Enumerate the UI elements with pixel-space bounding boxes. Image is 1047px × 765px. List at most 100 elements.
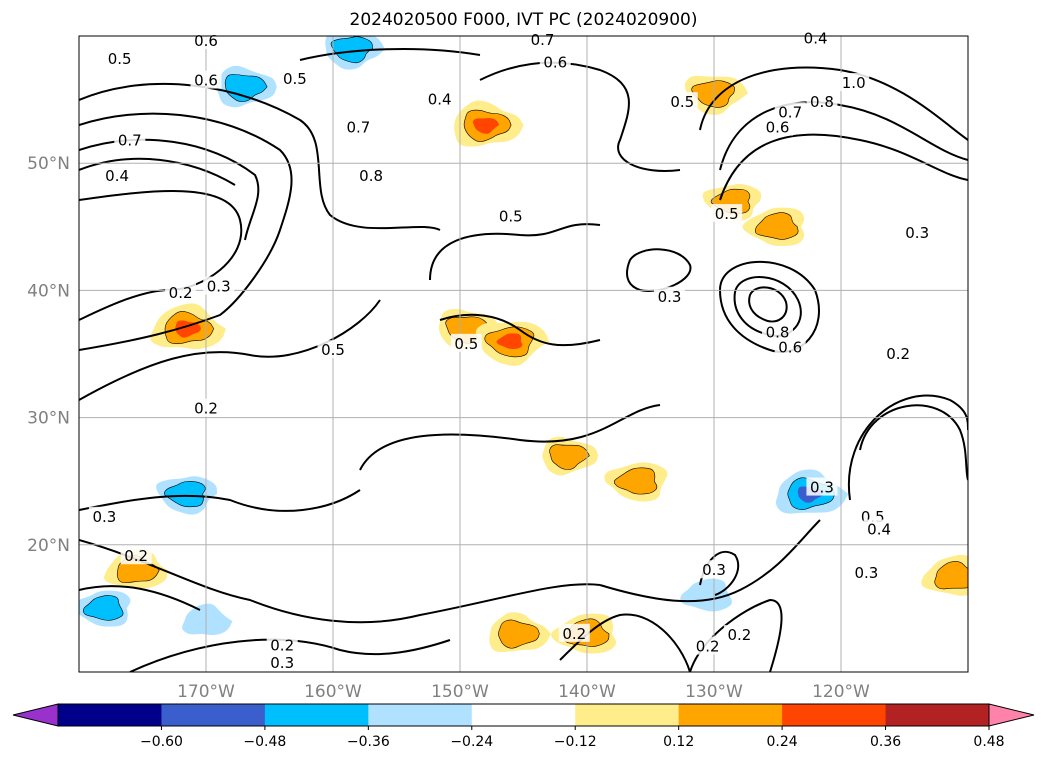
contour-line [79, 112, 293, 351]
contour-line [719, 101, 968, 171]
contour-label-bg [711, 204, 743, 223]
contour-label-bg [692, 636, 724, 655]
contour-label: 0.8 [810, 93, 834, 111]
shaded-feature [216, 65, 277, 108]
contour-label: 0.4 [105, 167, 129, 185]
shaded-feature [742, 207, 805, 247]
shaded-feature [489, 612, 551, 653]
contour-line [79, 82, 441, 231]
shaded-level [613, 467, 658, 495]
contour-label: 0.3 [810, 479, 834, 497]
contour-label: 0.5 [499, 208, 523, 226]
plot-frame [78, 35, 969, 673]
contour-label: 0.2 [169, 284, 193, 302]
contour-line [129, 638, 451, 672]
contour-label: 0.6 [194, 72, 218, 90]
contour-label: 0.6 [543, 54, 567, 72]
x-tick-label: 170°W [177, 682, 235, 702]
x-tick-label: 130°W [685, 682, 743, 702]
contour-label: 0.5 [715, 205, 739, 223]
contour-label: 0.5 [454, 335, 478, 353]
contour-label-bg [495, 206, 527, 225]
x-tick-label: 140°W [558, 682, 616, 702]
contour-label-bg [342, 117, 374, 136]
contour-label-bg [165, 282, 197, 301]
contour-label-bg [317, 340, 349, 359]
contour-label: 0.8 [359, 167, 383, 185]
colorbar-tick-label: −0.12 [554, 734, 597, 750]
contour-label-bg [266, 635, 298, 654]
contour-label-bg [450, 333, 482, 352]
contour-label: 0.7 [346, 119, 370, 137]
shaded-level [549, 444, 590, 470]
contour-line [859, 404, 968, 481]
colorbar-segment [161, 704, 266, 726]
contour-label: 0.4 [804, 30, 828, 48]
contour-line [479, 61, 681, 172]
contour-label-bg [838, 73, 870, 92]
contour-label: 0.7 [778, 103, 802, 121]
contour-line [79, 539, 601, 624]
contour-line [79, 157, 236, 186]
contour-label-bg [882, 344, 914, 362]
shaded-level [680, 578, 733, 612]
contour-label-bg [120, 546, 152, 565]
y-tick-label: 30°N [27, 409, 70, 429]
contour-label: 0.4 [428, 91, 452, 109]
contour-label-bg [101, 165, 133, 184]
contour-label-bg [190, 70, 222, 89]
colorbar-segment [471, 704, 576, 726]
contour-label: 0.3 [702, 561, 726, 579]
contour-label: 1.0 [842, 74, 866, 92]
contour-label-bg [800, 28, 832, 47]
shaded-level [496, 333, 523, 350]
x-tick-label: 150°W [431, 682, 489, 702]
colorbar-segment [368, 704, 473, 726]
shaded-level [224, 74, 268, 102]
contour-label: 0.5 [670, 93, 694, 111]
y-tick-label: 40°N [27, 281, 70, 301]
shaded-feature [604, 462, 668, 502]
contour-label: 0.6 [778, 339, 802, 357]
contour-label-bg [723, 625, 755, 644]
colorbar-extend-low [12, 703, 59, 727]
contour-line [733, 276, 802, 337]
x-tick-label: 120°W [812, 682, 870, 702]
contour-label: 0.6 [194, 32, 218, 50]
shaded-level [182, 603, 233, 636]
colorbar-frame [57, 703, 990, 727]
contour-label-bg [355, 165, 387, 184]
contour-label-bg [762, 117, 793, 136]
contour-label: 0.8 [766, 323, 790, 341]
colorbar-tick-label: 0.48 [973, 734, 1004, 750]
contour-label: 0.2 [194, 400, 218, 418]
contour-label-bg [774, 102, 806, 121]
contour-label-bg [279, 69, 311, 88]
shaded-feature [542, 436, 599, 476]
contour-label: 0.7 [118, 131, 142, 149]
colorbar-tick-label: −0.60 [140, 734, 183, 750]
contour-label: 0.5 [283, 70, 307, 88]
contour-label: 0.3 [658, 288, 682, 306]
contour-label: 0.2 [562, 625, 586, 643]
contour-labels: 0.6 0.5 0.6 0.5 0.4 0.7 0.7 0.8 0.4 0.7 0.6 0.5 0.5 0… [88, 28, 933, 672]
contour-label: 0.2 [270, 636, 294, 654]
shaded-feature [182, 603, 233, 636]
contour-label: 0.5 [108, 50, 132, 68]
shaded-feature [921, 554, 968, 596]
colorbar-tick-label: −0.48 [243, 734, 286, 750]
contour-line [79, 299, 381, 401]
contour-label-bg [806, 92, 838, 111]
contour-label-bg [190, 398, 222, 417]
y-tick-label: 20°N [27, 536, 70, 556]
contour-label-bg [203, 276, 235, 295]
contour-label-bg [527, 29, 559, 48]
shaded-level [330, 36, 373, 64]
contour-line [599, 519, 821, 603]
contour-label: 0.2 [124, 547, 148, 565]
shaded-feature [79, 590, 131, 627]
shaded-feature [680, 578, 733, 612]
contour-label-bg [774, 337, 806, 356]
colorbar-segment [678, 704, 783, 726]
